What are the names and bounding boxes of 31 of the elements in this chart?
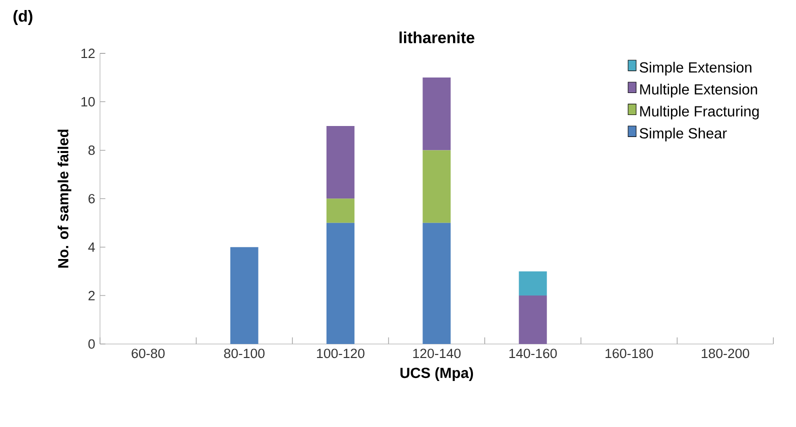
text: (d) — [14, 10, 32, 26]
bar — [326, 126, 354, 199]
legend-label: Multiple Fracturing — [640, 106, 759, 120]
legend-label: Simple Shear — [640, 128, 727, 142]
bar — [326, 198, 354, 224]
bar — [422, 78, 451, 150]
y-tick-label: 8 — [88, 146, 95, 156]
y-tick-label: 12 — [81, 48, 95, 58]
x-tick-label: 100-120 — [317, 348, 364, 358]
y-tick-label: 6 — [88, 194, 95, 204]
chart-title: litharenite — [400, 32, 474, 44]
x-tick-label: 60-80 — [132, 348, 165, 358]
y-tick-label: 10 — [81, 97, 95, 107]
x-tick-label: 120-140 — [413, 348, 461, 358]
y-tick-label: 0 — [88, 339, 95, 349]
y-tick-label: 4 — [88, 242, 95, 252]
bar — [518, 271, 547, 296]
x-tick-label: 180-200 — [702, 348, 750, 358]
bar — [518, 296, 547, 344]
bar — [422, 150, 451, 224]
y-axis-title: No. of sample failed — [58, 130, 72, 268]
y-tick-label: 2 — [88, 291, 95, 300]
x-tick-label: 140-160 — [509, 348, 557, 358]
x-axis-title: UCS (Mpa) — [400, 367, 473, 382]
x-tick-label: 160-180 — [606, 348, 653, 358]
bar — [230, 247, 258, 344]
legend-label: Simple Extension — [640, 62, 752, 76]
bar — [422, 223, 451, 344]
legend-label: Multiple Extension — [640, 84, 758, 98]
bar — [326, 223, 354, 344]
x-tick-label: 80-100 — [224, 348, 265, 358]
